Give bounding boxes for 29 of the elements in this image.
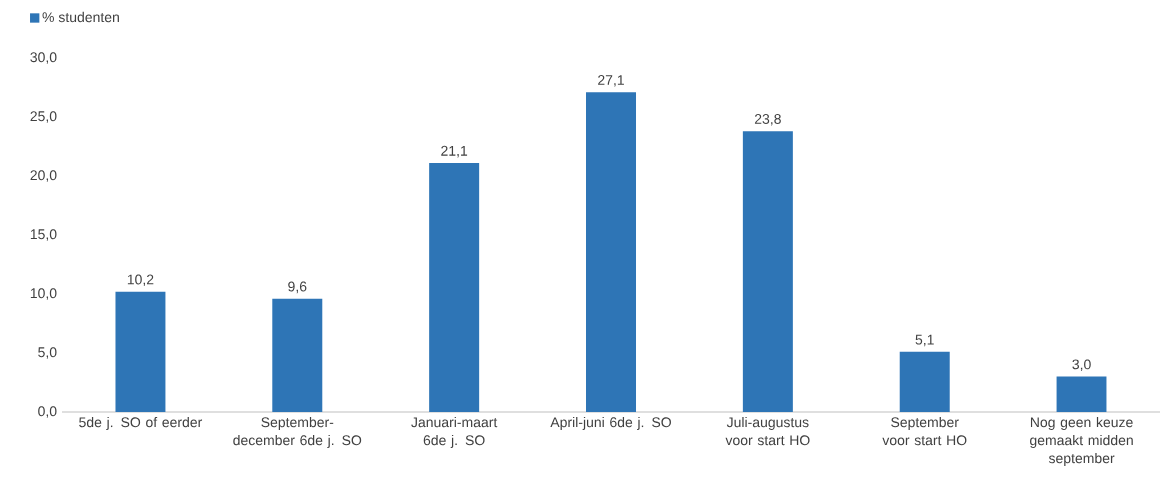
x-tick-label: April-juni 6de j. SO [550, 416, 671, 430]
bar [272, 298, 323, 412]
data-label: 10,2 [127, 274, 154, 287]
x-tick-label: Juli-augustus voor start HO [725, 416, 810, 446]
data-label: 3,0 [1072, 359, 1091, 372]
x-tick-label: Nog geen keuze gemaakt midden september [1030, 416, 1133, 466]
y-tick-label: 5,0 [38, 347, 57, 359]
bar [899, 351, 950, 412]
data-label: 23,8 [754, 114, 781, 126]
bar [115, 291, 166, 412]
bar [742, 131, 793, 412]
legend-label: % studenten [42, 11, 119, 23]
y-tick-label: 30,0 [30, 52, 57, 64]
y-tick-label: 10,0 [30, 288, 57, 300]
y-tick-label: 0,0 [38, 406, 57, 418]
x-tick-label: September voor start HO [882, 416, 967, 446]
x-tick-label: 5de j. SO of eerder [79, 416, 203, 430]
x-tick-label: Januari-maart 6de j. SO [411, 416, 498, 448]
y-tick-label: 15,0 [30, 229, 57, 241]
data-label: 21,1 [441, 145, 468, 158]
bar [1056, 376, 1107, 412]
x-tick-label: September-december 6de j. SO [233, 416, 362, 448]
y-tick-label: 25,0 [30, 111, 57, 123]
y-tick-label: 20,0 [30, 170, 57, 182]
data-label: 5,1 [915, 334, 934, 347]
bar [429, 163, 480, 412]
bar [586, 92, 637, 412]
data-label: 27,1 [598, 75, 624, 87]
data-label: 9,6 [288, 281, 307, 294]
